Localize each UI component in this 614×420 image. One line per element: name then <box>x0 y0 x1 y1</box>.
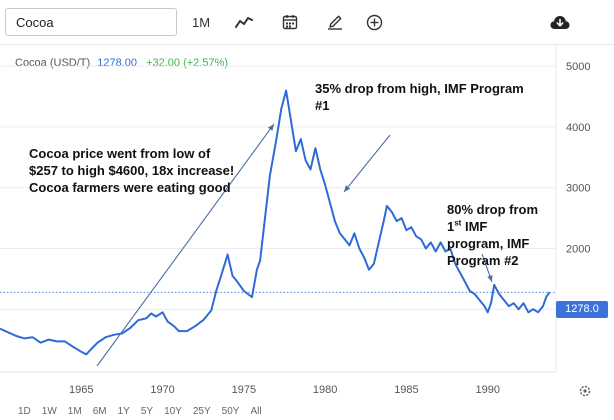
symbol-search-input[interactable] <box>16 10 166 34</box>
chart-type-button[interactable] <box>232 10 256 34</box>
chart-toolbar: 1M <box>0 0 614 45</box>
y-tick-label-5000: 5000 <box>566 61 590 73</box>
x-tick-label-1970: 1970 <box>150 384 174 396</box>
settings-gear-icon[interactable] <box>579 385 591 397</box>
x-tick-label-1975: 1975 <box>232 384 256 396</box>
annotation-imf-2-line-4: Program #2 <box>447 253 519 268</box>
annotation-rise-line-2: $257 to high $4600, 18x increase! <box>29 163 235 178</box>
x-tick-label-1990: 1990 <box>475 384 499 396</box>
y-tick-label-3000: 3000 <box>566 183 590 195</box>
y-tick-label-4000: 4000 <box>566 122 590 134</box>
arrow-imf-1-shaft <box>343 134 391 193</box>
interval-button[interactable]: 1M <box>186 10 216 34</box>
current-price-tag: 1278.0 <box>556 301 608 318</box>
x-tick-label-1965: 1965 <box>69 384 93 396</box>
line-chart-icon <box>235 17 253 28</box>
plus-circle-icon <box>366 14 382 30</box>
range-option-10y[interactable]: 10Y <box>164 406 182 417</box>
arrow-imf-2-head <box>487 275 493 282</box>
annotation-rise-line-3: Cocoa farmers were eating good <box>29 180 231 195</box>
draw-button[interactable] <box>323 10 347 34</box>
range-option-25y[interactable]: 25Y <box>192 406 211 417</box>
calendar-icon <box>282 15 298 30</box>
annotation-rise-line-1: Cocoa price went from low of <box>29 146 211 161</box>
annotation-imf-2-line-2-rest: IMF <box>461 219 488 234</box>
arrow-rise-shaft <box>96 123 275 367</box>
x-tick-label-1985: 1985 <box>394 384 418 396</box>
interval-label: 1M <box>191 14 211 30</box>
range-option-all[interactable]: All <box>250 406 262 417</box>
arrow-rise-head <box>268 124 274 131</box>
range-option-6m[interactable]: 6M <box>92 406 107 417</box>
annotation-imf-2-line-3: program, IMF <box>447 236 530 251</box>
pencil-icon <box>328 15 342 30</box>
range-option-1w[interactable]: 1W <box>41 406 57 417</box>
annotation-imf-2: 80% drop from 1st IMF program, IMF Progr… <box>447 201 538 269</box>
date-range-button[interactable] <box>278 10 302 34</box>
annotation-imf-2-ordinal: 1 <box>447 219 455 234</box>
cloud-download-icon <box>550 15 570 29</box>
range-option-5y[interactable]: 5Y <box>140 406 154 417</box>
annotation-imf-2-ordinal-suffix: st <box>454 218 462 228</box>
price-series-line <box>0 89 551 356</box>
range-option-1d[interactable]: 1D <box>18 406 31 417</box>
annotation-imf-1: 35% drop from high, IMF Program #1 <box>315 80 524 114</box>
annotation-imf-1-line-1: 35% drop from high, IMF Program <box>315 81 524 96</box>
y-tick-label-2000: 2000 <box>566 243 590 255</box>
range-option-1y[interactable]: 1Y <box>117 406 130 417</box>
annotation-rise: Cocoa price went from low of $257 to hig… <box>29 145 234 196</box>
x-tick-label-1980: 1980 <box>313 384 337 396</box>
range-option-1m[interactable]: 1M <box>67 406 82 417</box>
arrow-imf-1-head <box>344 185 351 192</box>
symbol-search-box[interactable] <box>5 8 177 36</box>
add-comparison-button[interactable] <box>362 10 386 34</box>
download-button[interactable] <box>547 10 573 34</box>
range-option-50y[interactable]: 50Y <box>221 406 240 417</box>
annotation-imf-2-line-2: 1st IMF <box>447 218 538 235</box>
annotation-imf-2-line-1: 80% drop from <box>447 202 539 217</box>
range-selector: 1D 1W 1M 6M 1Y 5Y 10Y 25Y 50Y All <box>18 406 273 417</box>
annotation-imf-1-line-2: #1 <box>315 98 330 113</box>
